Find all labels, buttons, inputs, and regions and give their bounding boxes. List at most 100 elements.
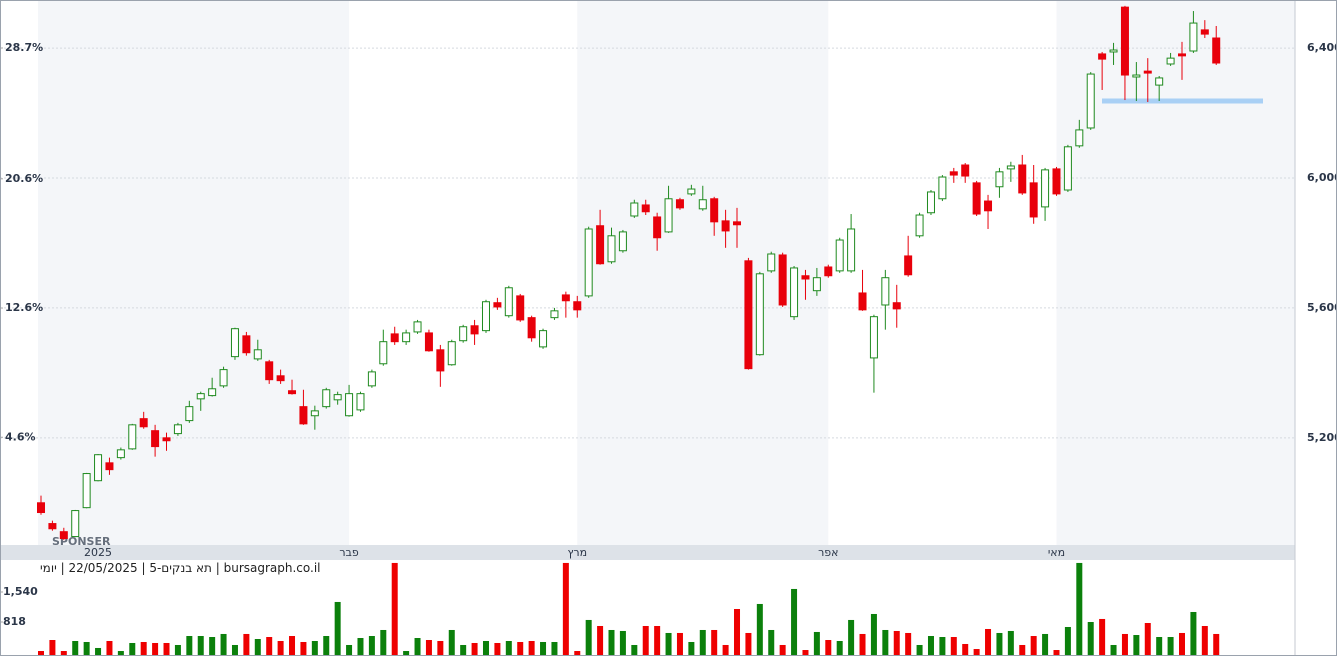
volume-bar xyxy=(482,640,489,656)
candle-body xyxy=(82,473,91,509)
candle-body xyxy=(721,220,730,232)
candle-body xyxy=(801,275,810,280)
volume-bar xyxy=(597,625,604,656)
candle-body xyxy=(698,199,707,210)
candle-body xyxy=(1132,74,1141,78)
candle-body xyxy=(402,332,411,343)
candle-body xyxy=(995,171,1004,188)
candle-body xyxy=(230,328,239,358)
volume-bar xyxy=(882,629,889,656)
volume-bar xyxy=(608,629,615,656)
volume-bar xyxy=(380,629,387,656)
x-tick-label: 2025 xyxy=(84,546,112,559)
candle-body xyxy=(151,430,160,448)
candle-body xyxy=(550,310,559,319)
candle-body xyxy=(1120,6,1129,76)
volume-bar xyxy=(825,640,832,656)
candle-body xyxy=(561,294,570,302)
volume-bar xyxy=(152,642,159,656)
volume-bar xyxy=(665,632,672,656)
volume-bar xyxy=(1144,623,1151,656)
volume-bar xyxy=(939,637,946,656)
candle-body xyxy=(755,273,764,356)
candle-body xyxy=(390,333,399,343)
volume-bar xyxy=(1087,622,1094,656)
candle-body xyxy=(470,325,479,335)
candle-body xyxy=(938,176,947,200)
candle-body xyxy=(1166,57,1175,65)
candle-body xyxy=(744,260,753,370)
candle-body xyxy=(824,266,833,277)
candle-body xyxy=(379,341,388,365)
volume-bar xyxy=(1167,637,1174,656)
candle-body xyxy=(105,462,114,471)
candle-body xyxy=(1086,73,1095,129)
volume-bar xyxy=(962,643,969,656)
candle-body xyxy=(1041,169,1050,208)
candle-body xyxy=(767,253,776,272)
volume-bar xyxy=(916,644,923,656)
volume-bar xyxy=(813,631,820,656)
volume-bar xyxy=(505,640,512,656)
volume-bar xyxy=(437,640,444,656)
candle-body xyxy=(299,406,308,425)
candle-body xyxy=(687,188,696,195)
candle-body xyxy=(1075,129,1084,147)
volume-bar xyxy=(117,651,124,656)
candle-body xyxy=(835,239,844,272)
candle-body xyxy=(984,200,993,212)
volume-bar xyxy=(1190,611,1197,656)
volume-bar xyxy=(1099,618,1106,656)
y2-tick-label: 20.6% xyxy=(5,172,43,185)
candle-body xyxy=(310,410,319,417)
volume-bar xyxy=(414,638,421,656)
candle-body xyxy=(265,361,274,381)
candle-body xyxy=(653,216,662,239)
volume-bar xyxy=(231,644,238,656)
volume-bar xyxy=(654,625,661,656)
volume-bar xyxy=(1042,633,1049,656)
candle-body xyxy=(162,437,171,442)
volume-bar xyxy=(197,636,204,656)
volume-bar xyxy=(1007,630,1014,656)
candle-body xyxy=(459,326,468,342)
candle-body xyxy=(869,316,878,359)
volume-bar xyxy=(323,636,330,656)
y2-tick-label: 4.6% xyxy=(5,430,36,443)
candle-body xyxy=(504,287,513,317)
candle-body xyxy=(1098,53,1107,60)
volume-bar xyxy=(1110,644,1117,656)
volume-bar xyxy=(425,640,432,656)
y-tick-label: 5,600 xyxy=(1307,301,1337,314)
volume-bar xyxy=(471,642,478,656)
volume-tick-label: 1,540 xyxy=(3,585,38,598)
candle-body xyxy=(173,424,182,435)
volume-bar xyxy=(368,636,375,656)
volume-bar xyxy=(517,641,524,656)
x-tick-label: פבר xyxy=(339,546,359,559)
candle-body xyxy=(436,349,445,372)
volume-bar xyxy=(1201,625,1208,656)
volume-bar xyxy=(289,636,296,656)
volume-bar xyxy=(688,641,695,656)
volume-bar xyxy=(836,640,843,656)
candle-body xyxy=(356,393,365,411)
volume-bar xyxy=(1133,635,1140,656)
volume-bar xyxy=(106,640,113,656)
volume-bar xyxy=(334,601,341,656)
candle-body xyxy=(413,321,422,333)
candle-body xyxy=(630,202,639,217)
candle-body xyxy=(71,510,80,538)
volume-bar xyxy=(60,651,67,656)
volume-bar xyxy=(585,619,592,656)
candle-body xyxy=(516,295,525,321)
volume-bar xyxy=(642,625,649,656)
volume-bar xyxy=(711,629,718,656)
candle-body xyxy=(253,349,262,360)
x-tick-label: מאי xyxy=(1048,546,1065,559)
volume-bar xyxy=(403,651,410,656)
candle-body xyxy=(345,393,354,417)
volume-bar xyxy=(346,644,353,656)
volume-bar xyxy=(1156,637,1163,656)
